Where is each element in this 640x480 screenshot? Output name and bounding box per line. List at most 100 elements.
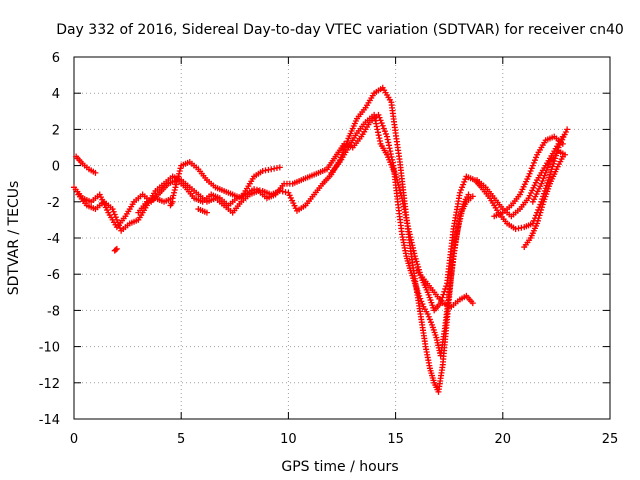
y-tick-label: -8 xyxy=(47,304,60,319)
axis-ticks xyxy=(73,56,611,420)
data-point xyxy=(379,122,386,129)
data-point xyxy=(416,292,423,299)
data-point xyxy=(545,161,552,168)
data-point xyxy=(457,187,464,194)
data-point xyxy=(456,189,463,196)
data-point xyxy=(542,169,549,176)
data-point xyxy=(113,216,120,223)
data-point xyxy=(462,176,469,183)
series-track-3 xyxy=(73,111,571,314)
data-point xyxy=(344,138,351,145)
data-point xyxy=(442,285,449,292)
x-tick-labels: 0 5 10 15 20 25 xyxy=(70,432,618,447)
data-point xyxy=(439,294,446,301)
data-point xyxy=(276,164,283,171)
data-point xyxy=(536,212,543,219)
data-point xyxy=(117,225,124,232)
x-tick-label: 25 xyxy=(602,432,619,447)
x-tick-label: 5 xyxy=(177,432,185,447)
data-point xyxy=(377,117,384,124)
data-point xyxy=(112,246,119,253)
data-point xyxy=(441,288,448,295)
data-point xyxy=(426,316,433,323)
data-point xyxy=(538,180,545,187)
data-point xyxy=(538,204,545,211)
y-tick-label: -2 xyxy=(47,196,60,211)
data-point xyxy=(380,125,387,132)
data-point xyxy=(412,255,419,262)
data-point xyxy=(527,168,534,175)
data-point xyxy=(203,209,210,216)
data-point xyxy=(173,178,180,185)
data-point xyxy=(531,157,538,164)
data-point xyxy=(173,181,180,188)
data-point xyxy=(427,319,434,326)
data-point xyxy=(539,177,546,184)
series-track-4 xyxy=(414,133,568,310)
data-point xyxy=(112,214,119,221)
data-point xyxy=(417,295,424,302)
y-tick-label: -12 xyxy=(39,377,60,392)
data-point xyxy=(414,261,421,268)
data-point xyxy=(424,311,431,318)
data-point xyxy=(114,219,121,226)
data-point xyxy=(460,181,467,188)
data-point xyxy=(530,159,537,166)
data-point xyxy=(526,170,533,177)
series-track-5 xyxy=(111,198,210,254)
data-point xyxy=(174,176,181,183)
data-point xyxy=(461,178,468,185)
data-point xyxy=(419,301,426,308)
data-point xyxy=(538,206,545,213)
data-point xyxy=(550,160,557,167)
y-tick-label: 4 xyxy=(52,87,60,102)
data-point xyxy=(541,172,548,179)
data-marks xyxy=(71,84,571,395)
data-point xyxy=(529,162,536,169)
x-axis-label: GPS time / hours xyxy=(281,459,398,475)
data-point xyxy=(469,193,476,200)
y-tick-label: 0 xyxy=(52,160,60,175)
chart-title: Day 332 of 2016, Sidereal Day-to-day VTE… xyxy=(56,22,624,38)
data-point xyxy=(465,191,472,198)
data-point xyxy=(561,151,568,158)
grid-lines xyxy=(74,57,610,419)
data-point xyxy=(543,167,550,174)
data-point xyxy=(533,154,540,161)
y-axis-label: SDTVAR / TECUs xyxy=(6,181,22,296)
data-point xyxy=(425,313,432,320)
data-point xyxy=(170,192,177,199)
data-point xyxy=(109,206,116,213)
y-tick-label: -10 xyxy=(39,341,60,356)
x-tick-label: 0 xyxy=(70,432,78,447)
y-tick-labels: -14 -12 -10 -8 -6 -4 -2 0 2 4 6 xyxy=(39,51,60,428)
data-point xyxy=(528,165,535,172)
series-track-2 xyxy=(75,111,476,359)
data-point xyxy=(534,220,541,227)
data-point xyxy=(440,291,447,298)
data-point xyxy=(176,170,183,177)
data-point xyxy=(176,168,183,175)
y-tick-label: -6 xyxy=(47,268,60,283)
data-point xyxy=(169,198,176,205)
data-point xyxy=(459,184,466,191)
y-tick-label: -14 xyxy=(39,413,60,428)
data-point xyxy=(540,175,547,182)
data-point xyxy=(172,184,179,191)
y-tick-label: 2 xyxy=(52,123,60,138)
data-point xyxy=(539,201,546,208)
data-point xyxy=(469,300,476,307)
data-point xyxy=(378,120,385,127)
data-point xyxy=(564,126,571,133)
data-point xyxy=(413,258,420,265)
data-point xyxy=(111,211,118,218)
x-tick-label: 15 xyxy=(387,432,404,447)
data-point xyxy=(559,140,566,147)
data-point xyxy=(116,222,123,229)
data-point xyxy=(381,128,388,135)
data-point xyxy=(443,283,450,290)
data-point xyxy=(546,174,553,181)
data-point xyxy=(549,163,556,170)
data-point xyxy=(415,263,422,270)
